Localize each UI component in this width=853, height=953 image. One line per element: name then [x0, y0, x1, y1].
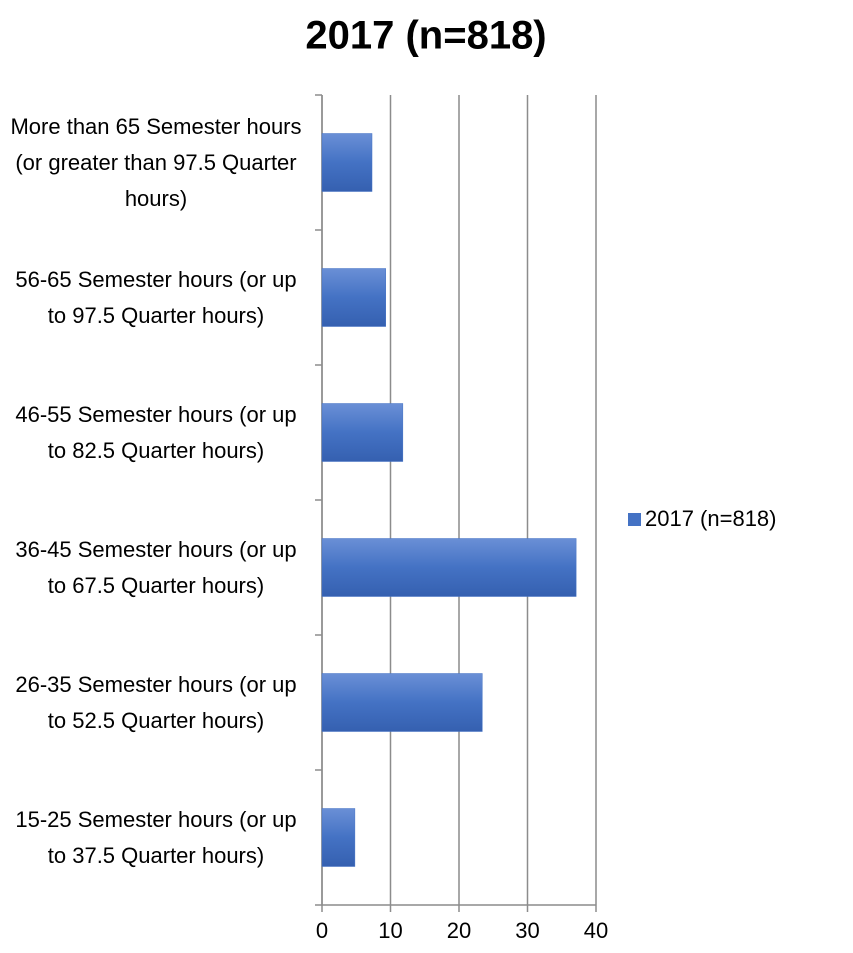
y-tick-label: 46-55 Semester hours (or up to 82.5 Quar…	[15, 401, 297, 463]
x-tick-label: 30	[515, 918, 539, 943]
bar	[321, 403, 404, 462]
x-tick-label: 20	[447, 918, 471, 943]
x-tick-label: 10	[378, 918, 402, 943]
chart-title: 2017 (n=818)	[305, 14, 546, 58]
y-tick-label: More than 65 Semester hours (or greater …	[10, 113, 302, 211]
bar	[321, 673, 483, 732]
bar	[321, 808, 356, 867]
legend-swatch	[628, 513, 641, 526]
y-tick-label: 36-45 Semester hours (or up to 67.5 Quar…	[15, 536, 297, 598]
x-tick-label: 40	[584, 918, 608, 943]
bar	[321, 133, 373, 192]
y-tick-label: 15-25 Semester hours (or up to 37.5 Quar…	[15, 806, 297, 868]
y-tick-label: 56-65 Semester hours (or up to 97.5 Quar…	[15, 266, 297, 328]
bar	[321, 538, 577, 597]
legend-label: 2017 (n=818)	[645, 506, 777, 531]
y-tick-label: 26-35 Semester hours (or up to 52.5 Quar…	[15, 671, 297, 733]
x-tick-label: 0	[316, 918, 328, 943]
bar	[321, 268, 386, 327]
